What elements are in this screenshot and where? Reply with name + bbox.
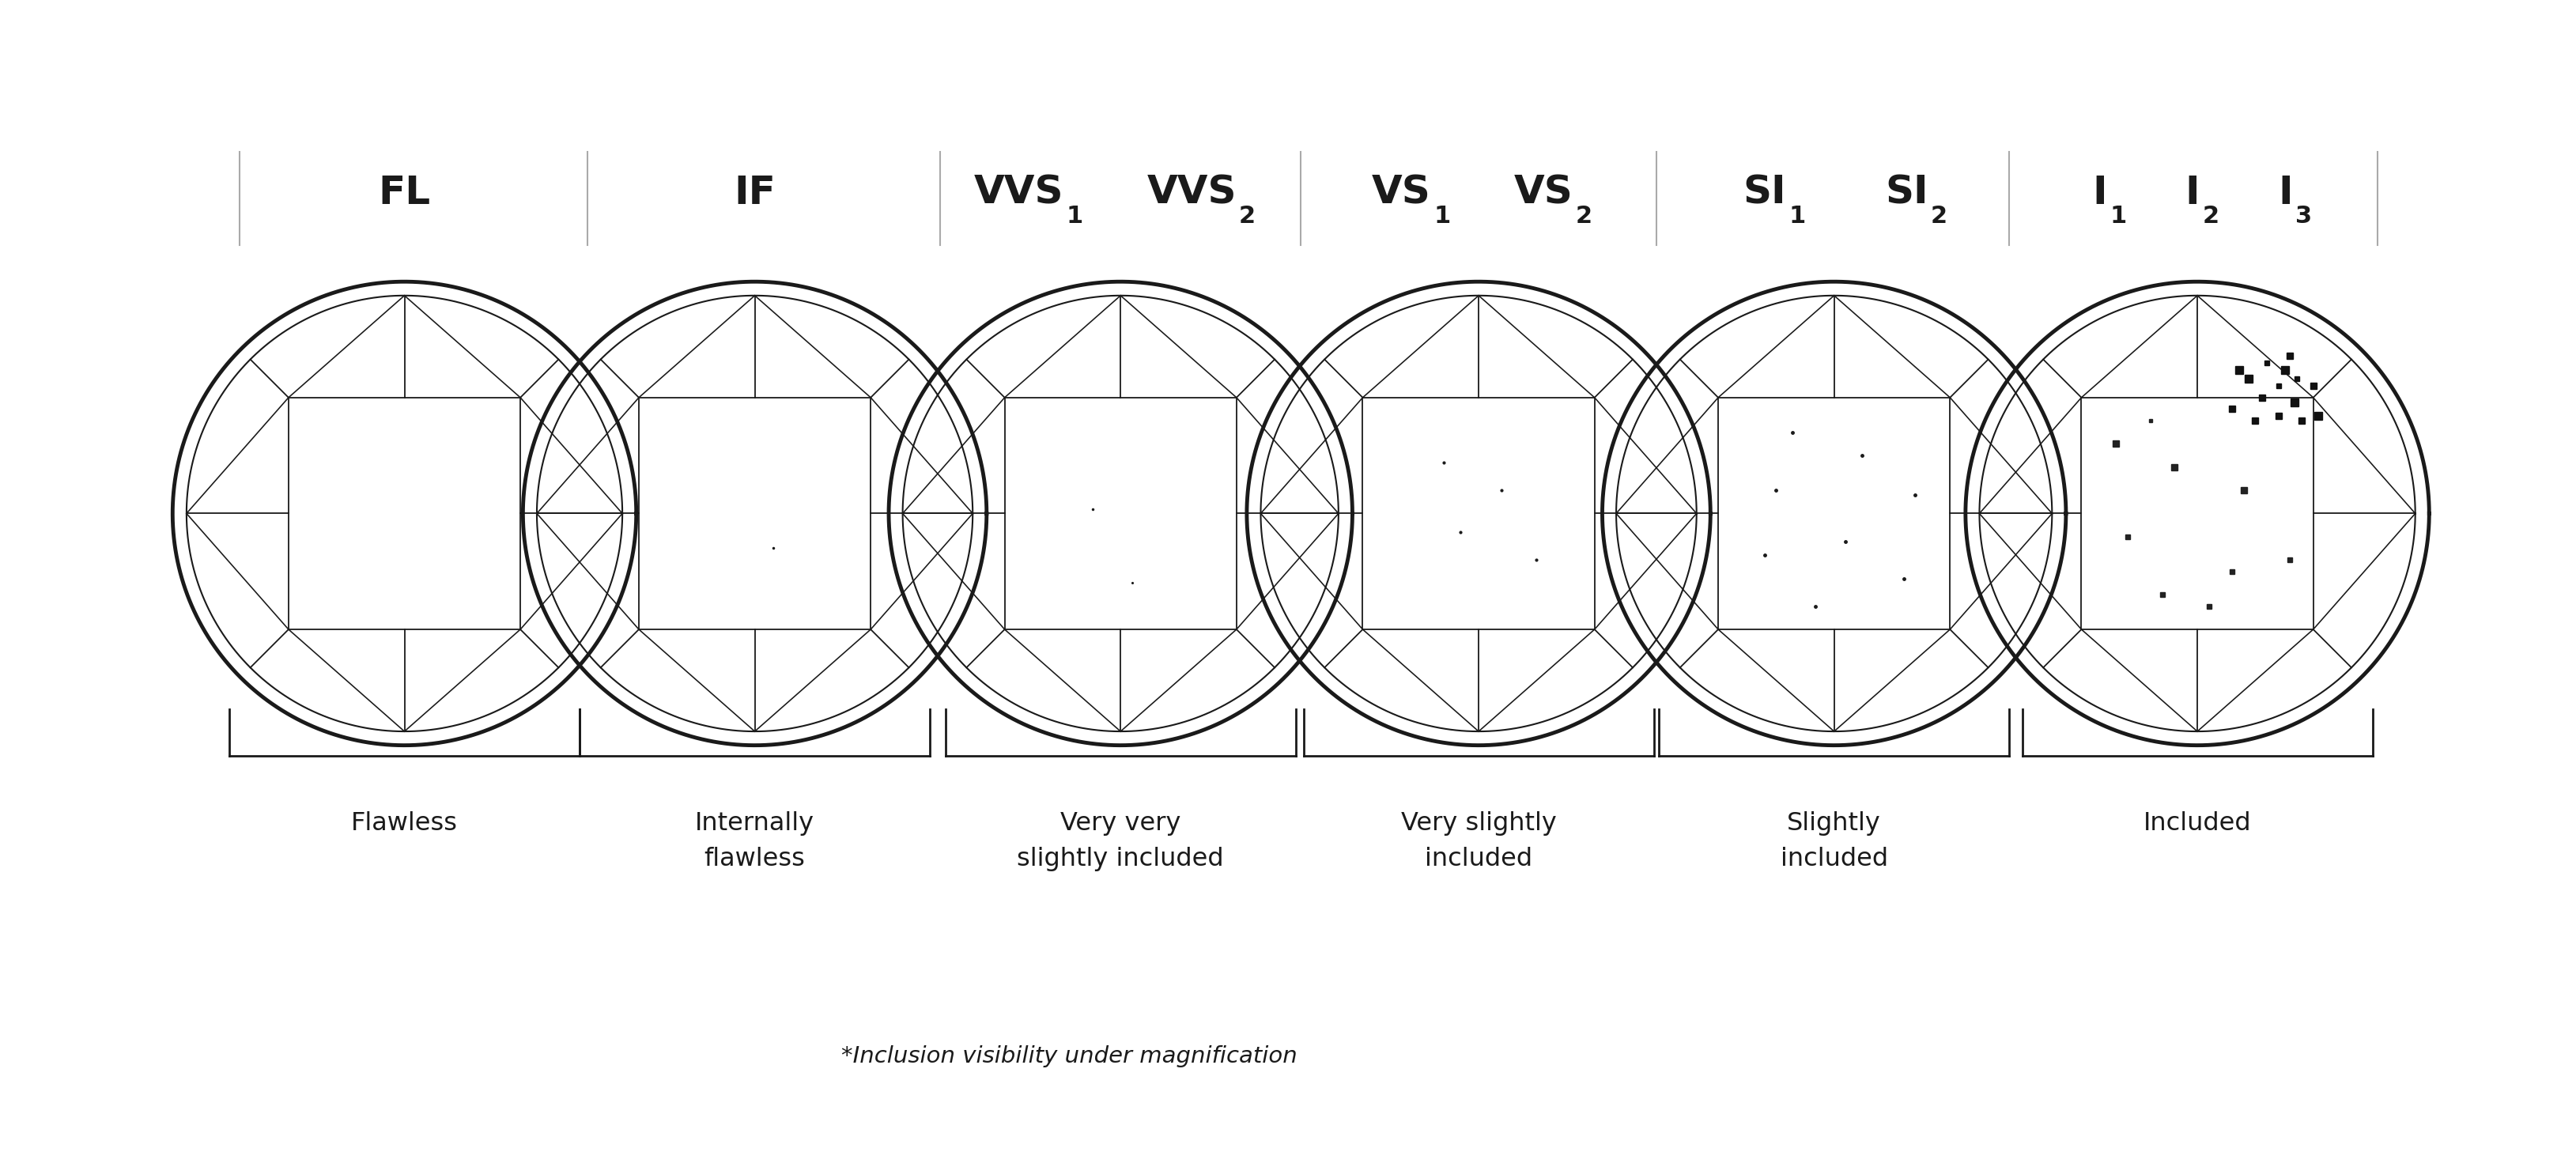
- Text: VVS: VVS: [1146, 174, 1236, 211]
- Text: VS: VS: [1515, 174, 1571, 211]
- Text: Slightly
included: Slightly included: [1780, 811, 1888, 872]
- Text: VS: VS: [1373, 174, 1432, 211]
- Text: 1: 1: [2110, 204, 2128, 228]
- Text: Flawless: Flawless: [350, 811, 459, 836]
- Text: Internally
flawless: Internally flawless: [696, 811, 814, 872]
- Text: 1: 1: [1788, 204, 1806, 228]
- Text: VVS: VVS: [974, 174, 1064, 211]
- Text: 2: 2: [1929, 204, 1947, 228]
- Text: FL: FL: [379, 174, 430, 211]
- Text: 2: 2: [1239, 204, 1255, 228]
- Text: I: I: [2184, 174, 2200, 211]
- Text: SI: SI: [1744, 174, 1788, 211]
- Text: Included: Included: [2143, 811, 2251, 836]
- Text: Very very
slightly included: Very very slightly included: [1018, 811, 1224, 872]
- Text: I: I: [2277, 174, 2293, 211]
- Text: 1: 1: [1432, 204, 1450, 228]
- Text: IF: IF: [734, 174, 775, 211]
- Text: 1: 1: [1066, 204, 1084, 228]
- Text: Very slightly
included: Very slightly included: [1401, 811, 1556, 872]
- Text: I: I: [2092, 174, 2107, 211]
- Text: 2: 2: [2202, 204, 2218, 228]
- Text: *Inclusion visibility under magnification: *Inclusion visibility under magnificatio…: [840, 1046, 1298, 1067]
- Text: 3: 3: [2295, 204, 2311, 228]
- Text: 2: 2: [1574, 204, 1592, 228]
- Text: SI: SI: [1886, 174, 1927, 211]
